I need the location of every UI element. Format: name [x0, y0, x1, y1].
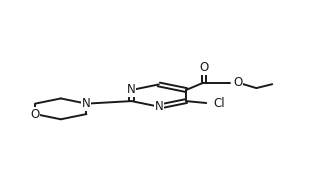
- Text: N: N: [127, 84, 136, 96]
- Text: O: O: [30, 108, 40, 121]
- Text: O: O: [234, 76, 243, 89]
- Text: N: N: [82, 97, 91, 110]
- Text: Cl: Cl: [213, 96, 225, 109]
- Text: O: O: [199, 61, 208, 74]
- Text: N: N: [155, 100, 163, 113]
